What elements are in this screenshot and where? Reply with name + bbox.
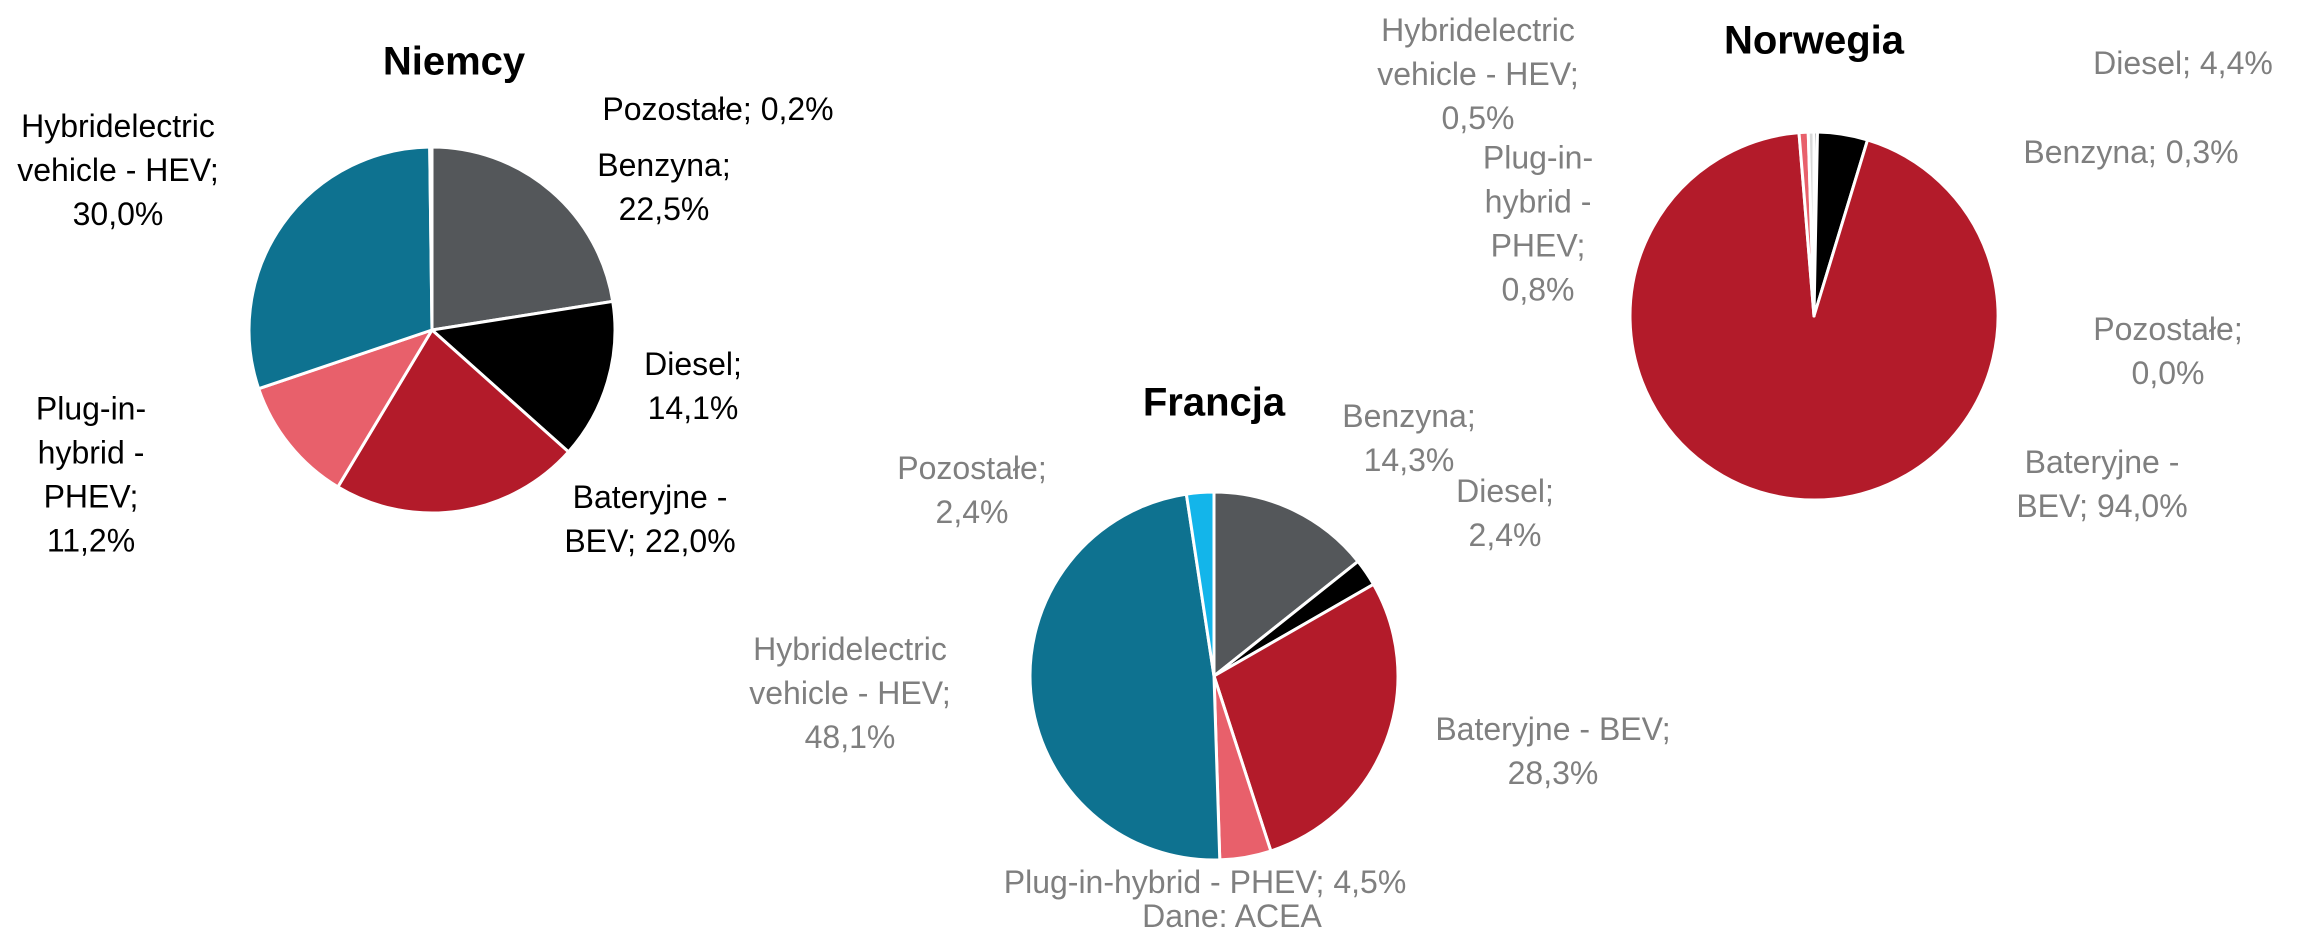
data-label: Diesel; 4,4% xyxy=(2093,41,2273,85)
data-label: Bateryjne - BEV; 22,0% xyxy=(560,475,740,563)
source: Dane: ACEA xyxy=(1142,897,1322,933)
pie-slice xyxy=(1212,582,1400,853)
chart-title: Norwegia xyxy=(1723,18,1905,63)
separator: ; xyxy=(1545,472,1554,509)
pie-slice xyxy=(257,328,434,489)
pie-slice xyxy=(1028,492,1222,862)
value-label: 14,3% xyxy=(1363,442,1455,478)
separator: ; xyxy=(1315,863,1334,900)
value-label: 0,2% xyxy=(760,90,834,127)
category-name: Hybridelectric vehicle - HEV xyxy=(1377,11,1575,92)
pie-slice xyxy=(247,145,434,391)
chart-title: Francja xyxy=(1142,380,1286,425)
separator: ; xyxy=(1466,397,1476,434)
category-name: Benzyna xyxy=(2023,133,2148,170)
category-name: Diesel xyxy=(2093,44,2183,81)
category-name: Pozostałe xyxy=(897,449,1038,486)
value-label: 0,8% xyxy=(1501,272,1575,309)
value-label: 94,0% xyxy=(2096,488,2188,524)
separator: ; xyxy=(2182,44,2200,81)
data-label: Benzyna; 22,5% xyxy=(589,143,739,231)
separator: ; xyxy=(2233,310,2243,347)
category-name: Diesel xyxy=(644,345,734,382)
data-label: Bateryjne - BEV; 94,0% xyxy=(2002,440,2202,528)
category-name: Diesel xyxy=(1456,472,1546,509)
data-label: Hybridelectric vehicle - HEV; 30,0% xyxy=(8,104,228,236)
value-label: 0,5% xyxy=(1441,100,1515,137)
value-label: 48,1% xyxy=(804,719,896,756)
category-name: Bateryjne - BEV xyxy=(2016,443,2180,524)
value-label: 28,3% xyxy=(1507,755,1599,791)
value-label: 0,3% xyxy=(2165,133,2239,170)
separator: ; xyxy=(2079,488,2097,524)
category-name: Plug-in-hybrid - PHEV xyxy=(1482,139,1594,264)
data-label: Diesel; 2,4% xyxy=(1450,469,1560,557)
category-name: Pozostałe xyxy=(602,90,743,127)
value-label: 4,5% xyxy=(1333,863,1407,900)
separator: ; xyxy=(742,90,761,127)
data-label: Bateryjne - BEV; 28,3% xyxy=(1418,707,1688,795)
pie-slice xyxy=(430,299,617,454)
chart-title: Niemcy xyxy=(382,39,526,84)
value-label: 14,1% xyxy=(647,390,739,426)
value-label: 22,5% xyxy=(618,191,710,227)
pie-slice xyxy=(336,328,571,515)
category-name: Plug-in-hybrid - PHEV xyxy=(1003,863,1316,900)
category-name: Bateryjne - BEV xyxy=(1435,710,1662,747)
category-name: Pozostałe xyxy=(2093,310,2234,347)
category-name: Plug-in-hybrid - PHEV xyxy=(35,390,147,515)
separator: ; xyxy=(209,151,219,188)
value-label: 0,0% xyxy=(2131,355,2205,391)
separator: ; xyxy=(941,674,951,711)
category-name: Benzyna xyxy=(1342,397,1467,434)
data-label: Benzyna; 0,3% xyxy=(2023,130,2238,174)
value-label: 2,4% xyxy=(1468,517,1542,553)
data-label: Pozostałe; 0,0% xyxy=(2083,307,2253,395)
separator: ; xyxy=(1661,710,1671,747)
value-label: 4,4% xyxy=(2199,44,2273,81)
separator: ; xyxy=(733,345,742,382)
separator: ; xyxy=(129,479,139,515)
separator: ; xyxy=(721,146,731,183)
pie-slice xyxy=(428,145,434,332)
data-label: Plug-in-hybrid - PHEV; 4,5% xyxy=(1004,860,1407,904)
data-label: Diesel; 14,1% xyxy=(638,342,748,430)
category-name: Hybridelectric vehicle - HEV xyxy=(749,630,947,711)
data-label: Plug-in-hybrid - PHEV; 11,2% xyxy=(31,387,151,564)
data-label: Hybridelectric vehicle - HEV; 48,1% xyxy=(735,627,965,759)
value-label: 2,4% xyxy=(935,494,1009,530)
data-label: Pozostałe; 0,2% xyxy=(602,87,833,131)
data-label: Hybridelectric vehicle - HEV; 0,5% xyxy=(1363,8,1593,140)
pie-slice xyxy=(430,145,615,332)
pie-slice xyxy=(1184,490,1216,678)
separator: ; xyxy=(2147,133,2166,170)
data-label: Plug-in-hybrid - PHEV; 0,8% xyxy=(1458,136,1618,313)
value-label: 11,2% xyxy=(46,523,136,560)
value-label: 22,0% xyxy=(644,523,736,559)
separator: ; xyxy=(1569,55,1579,92)
data-label: Pozostałe; 2,4% xyxy=(887,446,1057,534)
pie-slice xyxy=(1212,490,1360,678)
separator: ; xyxy=(627,523,645,559)
category-name: Benzyna xyxy=(597,146,722,183)
data-label: Benzyna; 14,3% xyxy=(1339,394,1479,482)
separator: ; xyxy=(1037,449,1047,486)
category-name: Bateryjne - BEV xyxy=(564,478,728,559)
category-name: Hybridelectric vehicle - HEV xyxy=(17,107,215,188)
value-label: 30,0% xyxy=(72,196,164,233)
separator: ; xyxy=(1576,228,1586,264)
